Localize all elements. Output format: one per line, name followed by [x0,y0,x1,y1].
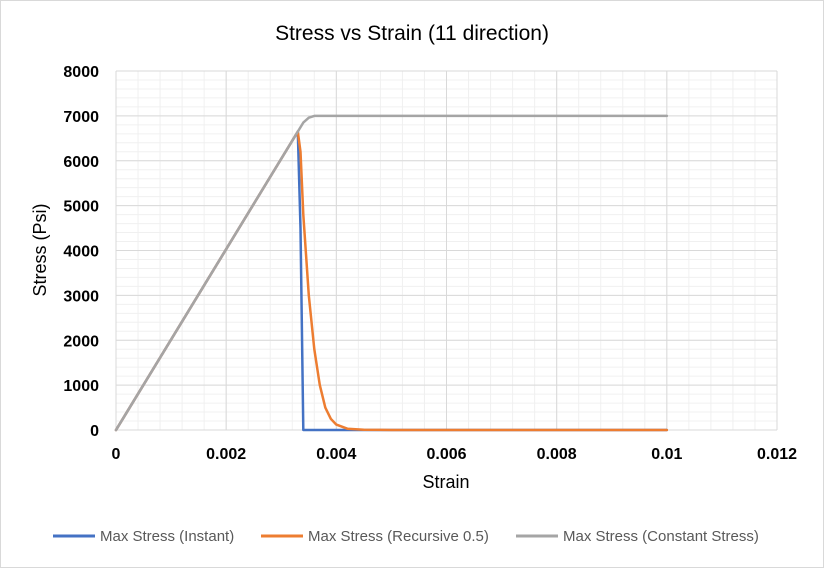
y-tick-label: 2000 [63,333,99,350]
y-axis-title: Stress (Psi) [30,203,50,296]
series-line-constant [114,114,669,432]
legend-label-recursive: Max Stress (Recursive 0.5) [308,528,489,545]
x-tick-label: 0.002 [206,446,246,463]
tick-labels: 0 0.002 0.004 0.006 0.008 0.01 0.012 0 1000 2000 3… [63,64,797,463]
series-line-recursive [114,130,669,432]
y-tick-label: 7000 [63,109,99,126]
x-tick-label: 0.008 [537,446,577,463]
y-tick-label: 1000 [63,378,99,395]
legend: Max Stress (Instant) Max Stress (Recursi… [53,528,759,545]
series-layer [114,114,669,432]
y-tick-label: 4000 [63,244,99,261]
y-tick-label: 5000 [63,199,99,216]
x-tick-label: 0.012 [757,446,797,463]
x-axis-title: Strain [422,472,469,492]
x-tick-label: 0.01 [651,446,682,463]
x-tick-label: 0.006 [426,446,466,463]
legend-label-instant: Max Stress (Instant) [100,528,234,545]
y-tick-label: 3000 [63,288,99,305]
x-tick-label: 0.004 [316,446,356,463]
x-tick-label: 0 [112,446,121,463]
legend-label-constant: Max Stress (Constant Stress) [563,528,759,545]
y-tick-label: 6000 [63,154,99,171]
y-tick-label: 0 [90,423,99,440]
y-tick-label: 8000 [63,64,99,81]
chart-title: Stress vs Strain (11 direction) [275,22,549,45]
